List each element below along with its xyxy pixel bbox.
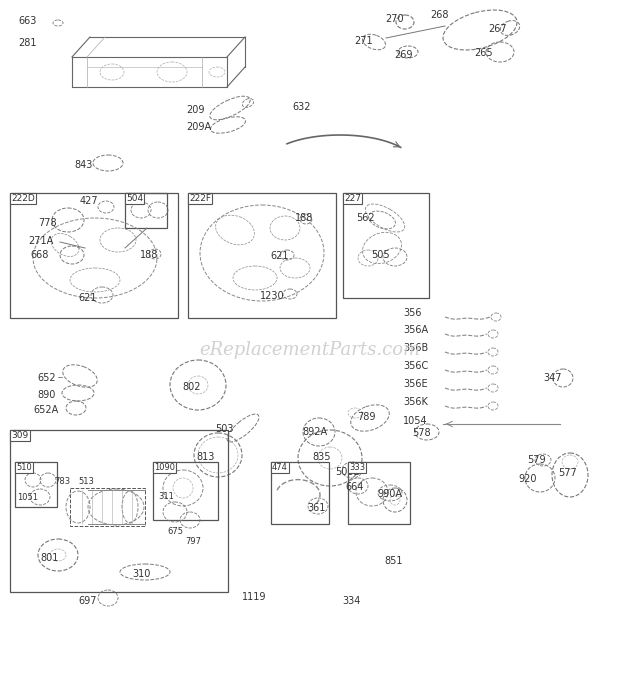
Text: 697: 697 <box>78 596 97 606</box>
Text: 663: 663 <box>18 16 37 26</box>
Text: 356B: 356B <box>403 343 428 353</box>
Text: 835: 835 <box>312 452 330 462</box>
Text: 209: 209 <box>186 105 205 115</box>
Text: 310: 310 <box>132 569 151 579</box>
Text: 510: 510 <box>16 463 32 472</box>
Bar <box>153 462 218 520</box>
Text: 188: 188 <box>140 250 158 260</box>
Text: 789: 789 <box>357 412 376 422</box>
Text: 783: 783 <box>54 477 70 486</box>
Text: 577: 577 <box>558 468 577 478</box>
Text: 621: 621 <box>78 293 97 303</box>
Text: 222D: 222D <box>11 194 35 203</box>
Text: 892A: 892A <box>302 427 327 437</box>
Bar <box>70 488 145 526</box>
Text: 188: 188 <box>295 213 313 223</box>
Text: 271: 271 <box>354 36 373 46</box>
Text: 990A: 990A <box>377 489 402 499</box>
Text: 778: 778 <box>38 218 56 228</box>
Text: 356E: 356E <box>403 379 428 389</box>
Bar <box>343 193 429 298</box>
Text: 347: 347 <box>543 373 562 383</box>
Text: eReplacementParts.com: eReplacementParts.com <box>200 341 420 359</box>
Text: 311: 311 <box>158 492 174 501</box>
Text: 1054: 1054 <box>403 416 428 426</box>
Bar <box>188 193 336 318</box>
Text: 668: 668 <box>30 250 48 260</box>
Text: 356K: 356K <box>403 397 428 407</box>
Text: 801: 801 <box>40 553 58 563</box>
Text: 267: 267 <box>488 24 507 34</box>
Text: 356: 356 <box>403 308 422 318</box>
Text: 270: 270 <box>385 14 404 24</box>
Text: 356A: 356A <box>403 325 428 335</box>
Text: 1230: 1230 <box>260 291 285 301</box>
Text: 504: 504 <box>126 194 143 203</box>
Bar <box>271 462 329 524</box>
Text: 578: 578 <box>412 428 431 438</box>
Text: 802: 802 <box>182 382 200 392</box>
Text: 1051: 1051 <box>17 493 38 502</box>
Text: 621: 621 <box>270 251 288 261</box>
Bar <box>125 193 167 228</box>
Text: 271A: 271A <box>28 236 53 246</box>
Text: 652A: 652A <box>33 405 58 415</box>
Text: 632: 632 <box>292 102 311 112</box>
Text: 797: 797 <box>185 537 201 546</box>
Text: 675: 675 <box>167 527 183 536</box>
Text: 851: 851 <box>384 556 402 566</box>
Text: 500B: 500B <box>335 467 360 477</box>
Text: 513: 513 <box>78 477 94 486</box>
Text: 427: 427 <box>80 196 99 206</box>
Text: 269: 269 <box>394 50 412 60</box>
Text: 227: 227 <box>344 194 361 203</box>
Text: 222F: 222F <box>189 194 211 203</box>
Text: 334: 334 <box>342 596 360 606</box>
Text: 281: 281 <box>18 38 37 48</box>
Text: 843: 843 <box>74 160 92 170</box>
Text: 652: 652 <box>37 373 56 383</box>
Text: 813: 813 <box>196 452 215 462</box>
Text: 268: 268 <box>430 10 448 20</box>
Text: 920: 920 <box>518 474 536 484</box>
Text: 309: 309 <box>11 431 29 440</box>
Bar <box>15 462 57 507</box>
Text: 1090: 1090 <box>154 463 175 472</box>
Text: 562: 562 <box>356 213 374 223</box>
Text: 356C: 356C <box>403 361 428 371</box>
Bar <box>10 193 178 318</box>
Text: 333: 333 <box>349 463 365 472</box>
Text: 1119: 1119 <box>242 592 267 602</box>
Text: 209A: 209A <box>186 122 211 132</box>
Bar <box>348 462 410 524</box>
Text: 503: 503 <box>215 424 234 434</box>
Text: 664: 664 <box>345 482 363 492</box>
Text: 505: 505 <box>371 250 389 260</box>
Text: 890: 890 <box>37 390 55 400</box>
Text: 579: 579 <box>527 455 546 465</box>
Text: 474: 474 <box>272 463 288 472</box>
Bar <box>10 430 228 592</box>
Text: 265: 265 <box>474 48 493 58</box>
Text: 361: 361 <box>307 503 326 513</box>
